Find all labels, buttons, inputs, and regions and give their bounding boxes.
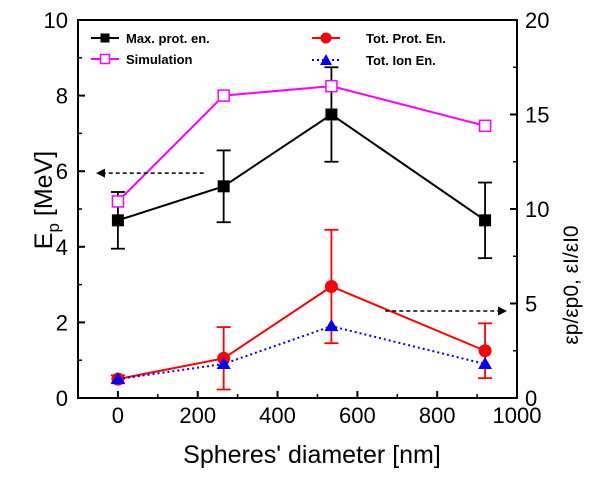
series-layer — [110, 66, 493, 391]
legend-marker-tot-prot — [320, 32, 332, 44]
legend-label-tot-prot: Tot. Prot. En. — [366, 31, 446, 46]
y-left-title-unit: [MeV] — [30, 151, 58, 223]
data-point — [217, 89, 230, 102]
x-tick-label: 400 — [259, 403, 296, 428]
data-point — [111, 195, 125, 208]
data-point — [325, 108, 338, 121]
y-left-title-main: E — [30, 233, 58, 250]
legend-marker-simulation — [99, 53, 111, 65]
data-point — [479, 214, 492, 227]
data-point — [217, 180, 230, 193]
legend-left: Max. prot. en. Simulation — [91, 31, 210, 67]
y-right-tick-label: 0 — [525, 386, 537, 411]
arrow-head — [95, 168, 105, 178]
data-point — [324, 279, 338, 293]
legend-marker-tot-ion — [320, 54, 332, 65]
data-point — [324, 319, 339, 332]
data-point — [216, 356, 231, 369]
y-right-tick-label: 10 — [525, 197, 549, 222]
x-tick-label: 200 — [179, 403, 216, 428]
series-tot-prot-en — [110, 228, 493, 391]
y-right-axis-title: εp/εp0, εI/εI0 — [560, 225, 583, 344]
data-point — [478, 356, 493, 369]
data-point — [325, 79, 338, 93]
series-line-tot-ion-en — [117, 325, 486, 381]
series-tot-ion-en — [110, 319, 493, 385]
y-left-tick-label: 0 — [56, 386, 68, 411]
arrow-head — [498, 306, 508, 316]
y-right-tick-label: 20 — [525, 8, 549, 33]
x-tick-label: 1000 — [493, 403, 542, 428]
series-simulation — [111, 79, 492, 208]
legend-label-max-prot: Max. prot. en. — [126, 31, 210, 46]
y-left-tick-label: 2 — [56, 310, 68, 335]
legend-right: Tot. Prot. En. Tot. Ion En. — [312, 31, 446, 68]
y-left-axis-title: Ep [MeV] — [30, 151, 63, 249]
legend-marker-max-prot — [100, 33, 110, 43]
x-tick-label: 600 — [339, 403, 376, 428]
y-left-tick-label: 8 — [56, 84, 68, 109]
y-right-tick-label: 15 — [525, 103, 549, 128]
legend-label-tot-ion: Tot. Ion En. — [366, 53, 436, 68]
plot-frame — [77, 19, 518, 399]
x-tick-label: 0 — [112, 403, 124, 428]
arrow-left-annotation — [95, 168, 204, 178]
y-left-tick-label: 6 — [56, 159, 68, 184]
y-left-tick-label: 4 — [56, 235, 68, 260]
series-line-max-prot-en — [117, 113, 486, 222]
annotations-layer — [95, 168, 508, 316]
y-left-tick-label: 10 — [44, 8, 68, 33]
x-tick-label: 800 — [419, 403, 456, 428]
series-line-simulation — [117, 85, 486, 203]
x-axis-title: Spheres' diameter [nm] — [183, 441, 441, 469]
series-line-tot-prot-en — [117, 285, 486, 381]
series-max-prot-en — [110, 66, 493, 260]
data-point — [478, 344, 492, 358]
arrow-right-annotation — [385, 306, 508, 316]
data-point — [478, 119, 492, 133]
data-point — [110, 372, 125, 385]
y-right-tick-label: 5 — [525, 292, 537, 317]
data-point — [111, 214, 124, 227]
legend-label-simulation: Simulation — [126, 52, 193, 67]
y-left-title-sub: p — [44, 223, 63, 232]
